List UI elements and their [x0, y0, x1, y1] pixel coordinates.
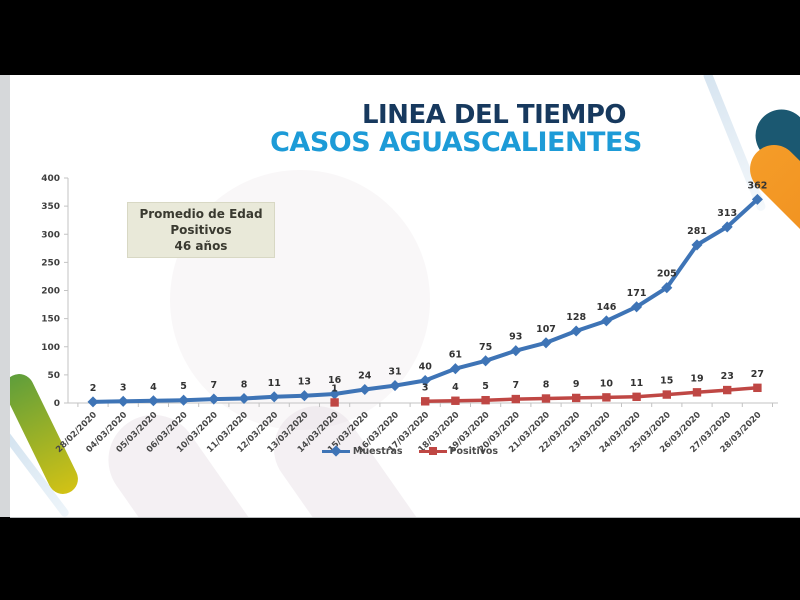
positivos-point-marker: [481, 395, 490, 405]
positivos-point-marker: [421, 397, 430, 406]
muestras-point-marker: [178, 394, 190, 406]
muestras-data-label: 205: [657, 269, 677, 280]
chart-legend: Muestras Positivos: [30, 445, 790, 457]
muestras-point-marker: [117, 395, 129, 407]
muestras-point-marker: [600, 315, 612, 327]
slide-edge-strip: [0, 75, 10, 517]
muestras-data-label: 16: [328, 375, 342, 386]
positivos-data-label: 8: [543, 380, 550, 391]
positivos-data-label: 19: [690, 373, 703, 384]
y-tick-label: 150: [41, 315, 60, 325]
muestras-point-marker: [238, 392, 250, 405]
muestras-data-label: 3: [120, 382, 127, 393]
positivos-point-marker: [723, 385, 732, 395]
muestras-point-marker: [419, 374, 431, 387]
muestras-data-label: 4: [150, 382, 157, 393]
muestras-data-label: 11: [268, 378, 281, 389]
muestras-data-label: 61: [449, 350, 462, 361]
positivos-data-label: 3: [422, 382, 429, 393]
annotation-line2: Positivos: [170, 223, 232, 237]
muestras-data-label: 107: [536, 324, 556, 335]
muestras-point-marker: [359, 383, 371, 396]
legend-item-positivos: Positivos: [418, 446, 499, 457]
positivos-data-label: 7: [512, 380, 519, 391]
y-tick-label: 300: [41, 230, 60, 240]
muestras-data-label: 2: [90, 383, 97, 394]
positivos-data-label: 10: [600, 378, 614, 389]
legend-label-muestras: Muestras: [352, 446, 403, 457]
positivos-point-marker: [662, 390, 671, 399]
positivos-point-marker: [632, 392, 641, 402]
positivos-line: [423, 386, 760, 404]
positivos-point-marker: [330, 398, 339, 407]
positivos-point-marker: [602, 393, 611, 402]
positivos-point-marker: [572, 393, 581, 403]
positivos-data-label: 15: [660, 376, 673, 387]
muestras-data-label: 24: [358, 371, 372, 382]
muestras-point-marker: [570, 325, 582, 337]
muestras-point-marker: [389, 380, 401, 392]
positivos-point-marker: [511, 394, 520, 404]
muestras-data-label: 31: [388, 367, 401, 378]
muestras-point-marker: [480, 355, 492, 367]
muestras-line-marker-icon: [321, 445, 350, 457]
page-title-line1: LINEA DEL TIEMPO: [361, 100, 627, 130]
legend-label-positivos: Positivos: [449, 446, 499, 457]
annotation-line3: 46 años: [174, 239, 228, 253]
positivos-data-label: 9: [573, 379, 580, 390]
muestras-data-label: 313: [717, 208, 737, 219]
muestras-data-label: 146: [596, 302, 616, 313]
positivos-data-label: 1: [331, 383, 338, 394]
y-tick-label: 400: [41, 174, 60, 184]
muestras-point-marker: [510, 345, 522, 357]
page-title-line2: CASOS AGUASCALIENTES: [270, 127, 642, 158]
positivos-data-label: 4: [452, 382, 459, 393]
y-tick-label: 0: [54, 399, 60, 409]
muestras-data-label: 5: [180, 381, 187, 392]
muestras-data-label: 93: [509, 332, 522, 343]
y-tick-label: 50: [47, 371, 60, 381]
y-tick-label: 350: [41, 202, 60, 212]
muestras-data-label: 362: [747, 180, 767, 191]
y-tick-label: 100: [41, 343, 60, 353]
positivos-data-label: 5: [482, 381, 489, 392]
muestras-data-label: 40: [419, 362, 433, 373]
muestras-data-label: 128: [566, 312, 586, 323]
average-age-annotation-box: Promedio de Edad Positivos 46 años: [127, 202, 275, 258]
muestras-point-marker: [540, 337, 552, 349]
muestras-data-label: 281: [687, 226, 707, 237]
muestras-data-label: 8: [241, 380, 248, 391]
positivos-line-marker-icon: [418, 447, 447, 455]
muestras-data-label: 75: [479, 342, 492, 353]
muestras-data-label: 7: [210, 380, 217, 391]
muestras-point-marker: [208, 393, 220, 405]
annotation-line1: Promedio de Edad: [139, 207, 263, 221]
muestras-point-marker: [268, 391, 280, 403]
muestras-point-marker: [298, 390, 310, 402]
positivos-data-label: 23: [721, 371, 734, 382]
muestras-point-marker: [147, 395, 159, 407]
legend-item-muestras: Muestras: [321, 445, 403, 457]
y-tick-label: 250: [41, 258, 60, 268]
positivos-point-marker: [692, 388, 702, 397]
presentation-slide: LINEA DEL TIEMPO CASOS AGUASCALIENTES Pr…: [10, 75, 800, 518]
muestras-data-label: 171: [627, 288, 647, 299]
positivos-point-marker: [541, 394, 551, 403]
positivos-data-label: 27: [751, 369, 764, 380]
positivos-point-marker: [451, 396, 460, 405]
muestras-point-marker: [449, 363, 461, 375]
positivos-point-marker: [753, 383, 762, 393]
muestras-point-marker: [87, 396, 99, 408]
muestras-data-label: 13: [298, 377, 311, 388]
timeline-line-chart: 05010015020025030035040028/02/202004/03/…: [41, 174, 778, 455]
positivos-data-label: 11: [630, 378, 643, 389]
y-tick-label: 200: [41, 287, 60, 297]
